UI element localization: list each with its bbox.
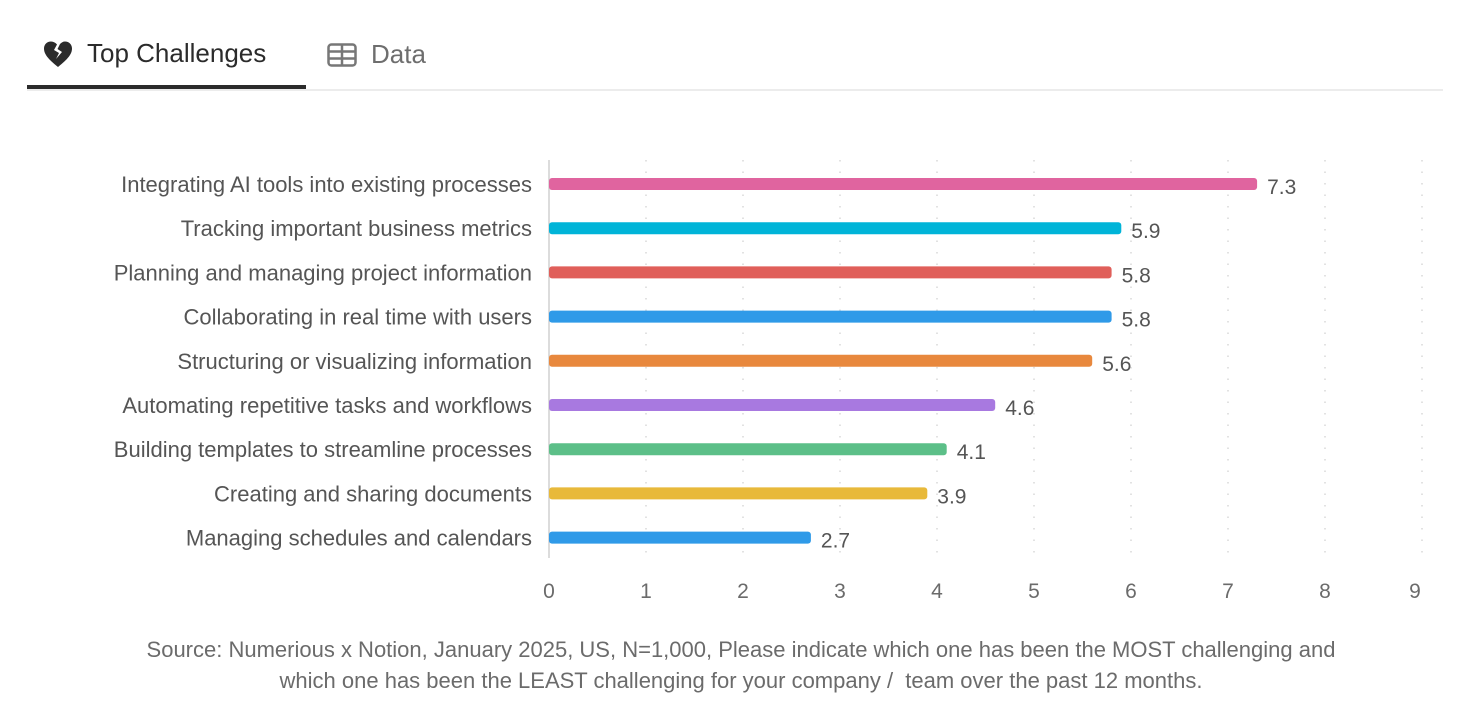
x-tick-label: 8 [1319,580,1331,603]
data-label: 4.1 [957,441,986,464]
data-label: 4.6 [1005,397,1034,420]
source-note: Source: Numerious x Notion, January 2025… [0,634,1482,696]
bar [549,222,1122,235]
bar-chart: 0 1 2 3 4 5 6 7 8 9 Integrating AI tools into exis… [114,160,1423,603]
x-tick-label: 1 [640,580,652,603]
bar [549,178,1258,190]
category-label: Integrating AI tools into existing proce… [121,172,532,197]
x-tick-label: 9 [1409,580,1421,603]
data-label: 5.6 [1102,353,1131,376]
x-tick-label: 5 [1028,580,1040,603]
bar [549,487,928,500]
tab-top-challenges[interactable]: Top Challenges [27,22,306,89]
x-tick-label: 2 [737,580,749,603]
data-label: 5.9 [1131,220,1160,243]
data-label: 7.3 [1267,176,1296,199]
x-tick-label: 6 [1125,580,1137,603]
category-label: Creating and sharing documents [214,481,532,506]
category-label: Automating repetitive tasks and workflow… [122,393,532,418]
category-label: Building templates to streamline process… [114,437,532,462]
tab-data[interactable]: Data [327,22,426,87]
bar [549,531,811,544]
x-tick-label: 4 [931,580,943,603]
data-label: 5.8 [1122,264,1151,287]
data-label: 3.9 [937,485,966,508]
tab-label: Data [371,39,426,69]
source-line-2: which one has been the LEAST challenging… [279,668,1203,693]
category-label: Managing schedules and calendars [186,526,532,551]
bar [549,443,947,456]
table-icon [327,42,357,67]
data-label: 2.7 [821,530,850,553]
bar [549,399,996,411]
category-label: Collaborating in real time with users [184,305,533,330]
bar [549,354,1093,367]
category-label: Structuring or visualizing information [177,349,532,374]
data-label: 5.8 [1122,309,1151,332]
tab-bar: Top Challenges Data [27,22,1443,91]
broken-heart-icon [44,41,72,67]
x-tick-label: 7 [1222,580,1234,603]
bar [549,266,1112,279]
source-line-1: Source: Numerious x Notion, January 2025… [146,637,1336,662]
x-tick-label: 3 [834,580,846,603]
tab-label: Top Challenges [87,38,267,68]
category-label: Planning and managing project informatio… [114,260,532,285]
category-label: Tracking important business metrics [181,216,532,241]
x-tick-label: 0 [543,580,555,603]
bar [549,310,1112,323]
